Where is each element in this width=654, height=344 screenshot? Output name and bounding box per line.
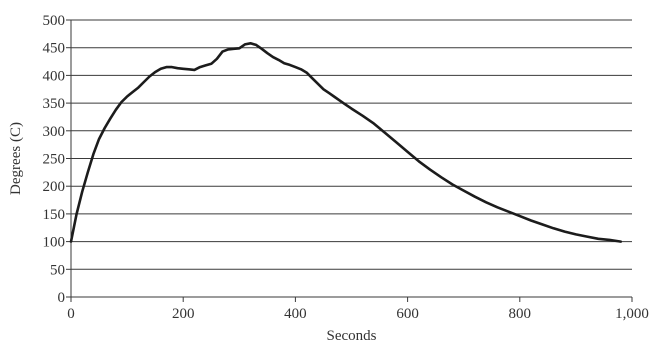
y-tick-label: 300 [43,124,66,140]
x-tick-label: 400 [284,306,307,322]
y-tick-label: 350 [43,96,66,112]
y-tick-label: 500 [43,13,66,29]
gridlines [71,19,632,270]
tick-labels: 0 50 100 150 200 250 300 350 400 450 500 0 200 400 600… [43,13,649,322]
axes [66,19,633,302]
x-tick-label: 600 [396,306,419,322]
series-layer [69,42,623,243]
x-tick-label: 800 [509,306,532,322]
y-tick-label: 0 [58,290,66,306]
x-tick-label: 1,000 [615,306,649,322]
x-axis-title: Seconds [327,328,377,344]
y-tick-label: 150 [43,207,66,223]
y-axis-title: Degrees (C) [8,122,24,195]
x-tick-label: 0 [67,306,75,322]
series-line-0 [69,42,623,243]
y-tick-label: 100 [43,235,66,251]
y-tick-label: 400 [43,68,66,84]
y-tick-label: 200 [43,179,66,195]
y-tick-label: 450 [43,41,66,57]
x-tick-label: 200 [172,306,195,322]
y-tick-label: 250 [43,152,66,168]
y-tick-label: 50 [50,262,65,278]
